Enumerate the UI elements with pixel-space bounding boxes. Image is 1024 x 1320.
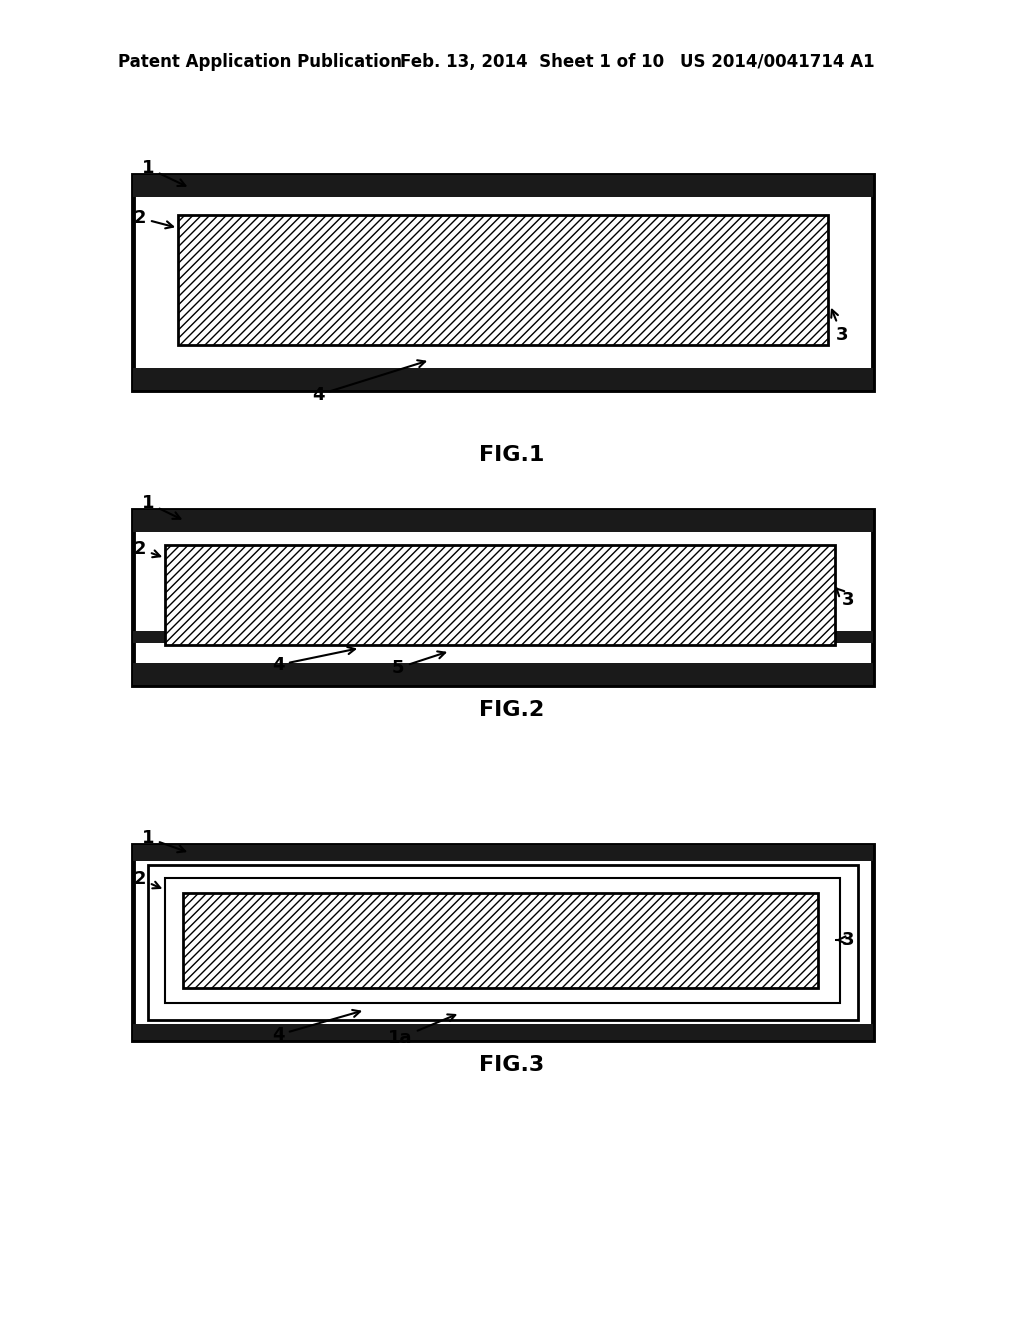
Text: FIG.1: FIG.1 [479, 445, 545, 465]
Text: 1: 1 [141, 829, 185, 853]
Text: 2: 2 [134, 540, 160, 558]
Bar [133, 176, 873, 197]
Bar [183, 894, 818, 987]
Bar [148, 865, 858, 1020]
Bar [133, 663, 873, 685]
Bar [178, 215, 828, 345]
Text: 3: 3 [837, 589, 854, 609]
Bar [133, 845, 873, 861]
Text: US 2014/0041714 A1: US 2014/0041714 A1 [680, 53, 874, 71]
Text: 1: 1 [141, 494, 180, 519]
Text: Feb. 13, 2014  Sheet 1 of 10: Feb. 13, 2014 Sheet 1 of 10 [400, 53, 665, 71]
Text: 2: 2 [134, 870, 161, 888]
Text: 1a: 1a [388, 1014, 456, 1047]
Text: 3: 3 [831, 310, 848, 345]
Bar [133, 510, 873, 685]
Text: 4: 4 [271, 1010, 360, 1044]
Bar [165, 878, 840, 1003]
Text: 5: 5 [392, 651, 445, 677]
Bar [133, 631, 873, 643]
Text: 3: 3 [837, 931, 854, 949]
Text: 4: 4 [311, 360, 425, 404]
Text: FIG.2: FIG.2 [479, 700, 545, 719]
Bar [133, 176, 873, 389]
Text: Patent Application Publication: Patent Application Publication [118, 53, 402, 71]
Text: 2: 2 [134, 209, 173, 228]
Bar [133, 845, 873, 1040]
Text: FIG.3: FIG.3 [479, 1055, 545, 1074]
Bar [133, 368, 873, 389]
Text: 1: 1 [141, 158, 185, 186]
Bar [165, 545, 835, 645]
Text: 4: 4 [271, 647, 355, 675]
Bar [133, 510, 873, 532]
Bar [133, 1024, 873, 1040]
